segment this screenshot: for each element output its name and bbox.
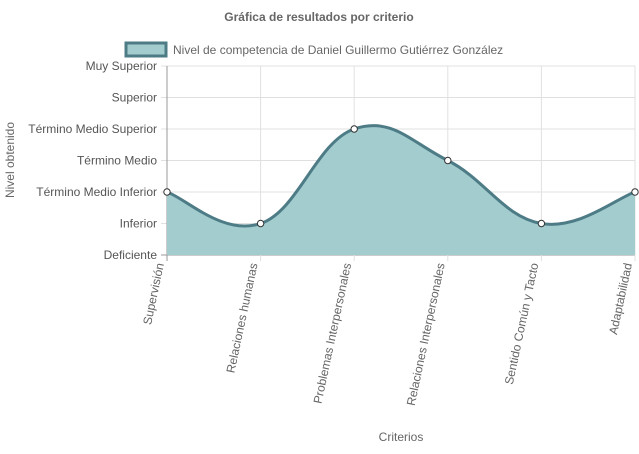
x-tick-label: Sentido Común y Tacto [502,261,542,385]
legend-swatch [124,41,168,58]
x-tick-labels: Supervisión Relaciones humanas Problemas I… [140,261,635,406]
y-tick-label: Superior [112,91,157,105]
x-tick-label: Relaciones Interpersonales [404,262,448,407]
x-tick-label: Supervisión [140,262,167,326]
y-tick-label: Deficiente [104,248,158,262]
legend[interactable]: Nivel de competencia de Daniel Guillermo… [124,41,503,58]
y-axis-label: Nivel obtenido [3,122,17,198]
x-tick-label: Relaciones humanas [224,262,261,375]
data-point[interactable] [631,188,639,196]
x-tick-label: Problemas Interpersonales [311,262,355,405]
data-points [163,125,639,228]
data-point[interactable] [444,156,452,165]
chart-title: Gráfica de resultados por criterio [224,10,413,24]
y-tick-label: Término Medio Superior [28,122,157,136]
y-tick-label: Muy Superior [86,59,157,73]
data-point[interactable] [256,219,265,228]
series-area [167,125,635,255]
plot-area [166,124,636,255]
y-tick-label: Término Medio Inferior [36,185,157,199]
data-point[interactable] [350,125,358,133]
data-point[interactable] [163,188,171,196]
y-tick-label: Inferior [120,217,157,231]
x-tick-label: Adaptabilidad [606,262,635,336]
y-tick-labels: Deficiente Inferior Término Medio Inferior… [28,59,157,262]
data-point[interactable] [537,219,546,228]
series-line [166,124,636,228]
x-axis-label: Criterios [379,430,424,444]
legend-label: Nivel de competencia de Daniel Guillermo… [173,43,503,57]
y-tick-label: Término Medio [77,154,157,168]
